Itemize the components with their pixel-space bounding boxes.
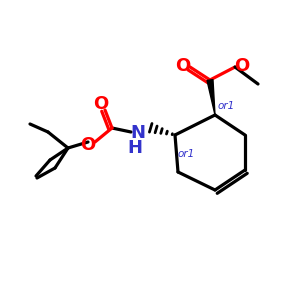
Polygon shape: [207, 80, 215, 115]
Text: H: H: [128, 139, 142, 157]
Text: N: N: [130, 124, 146, 142]
Text: O: O: [93, 95, 109, 113]
Text: O: O: [176, 57, 190, 75]
Text: or1: or1: [178, 149, 195, 159]
Text: O: O: [80, 136, 96, 154]
Text: or1: or1: [218, 101, 235, 111]
Text: O: O: [234, 57, 250, 75]
